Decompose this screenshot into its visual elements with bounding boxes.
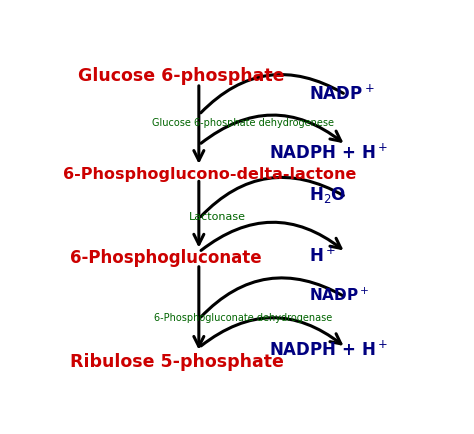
Text: Ribulose 5-phosphate: Ribulose 5-phosphate bbox=[70, 352, 284, 370]
Text: Glucose 6-phosphate: Glucose 6-phosphate bbox=[78, 66, 284, 85]
Text: H$^+$: H$^+$ bbox=[309, 247, 336, 266]
Text: NADPH + H$^+$: NADPH + H$^+$ bbox=[269, 340, 388, 359]
Text: Glucose 6-phosphate dehydrogenese: Glucose 6-phosphate dehydrogenese bbox=[152, 117, 334, 127]
Text: 6-Phosphoglucono-delta-lactone: 6-Phosphoglucono-delta-lactone bbox=[63, 167, 356, 181]
Text: NADP$^+$: NADP$^+$ bbox=[309, 286, 369, 303]
Text: NADPH + H$^+$: NADPH + H$^+$ bbox=[269, 143, 388, 162]
Text: 6-Phosphogluconate: 6-Phosphogluconate bbox=[70, 249, 262, 266]
Text: Lactonase: Lactonase bbox=[189, 211, 246, 221]
Text: NADP$^+$: NADP$^+$ bbox=[309, 84, 375, 103]
Text: 6-Phosphogluconate dehydrogenase: 6-Phosphogluconate dehydrogenase bbox=[154, 313, 332, 323]
Text: H$_2$O: H$_2$O bbox=[309, 184, 346, 204]
